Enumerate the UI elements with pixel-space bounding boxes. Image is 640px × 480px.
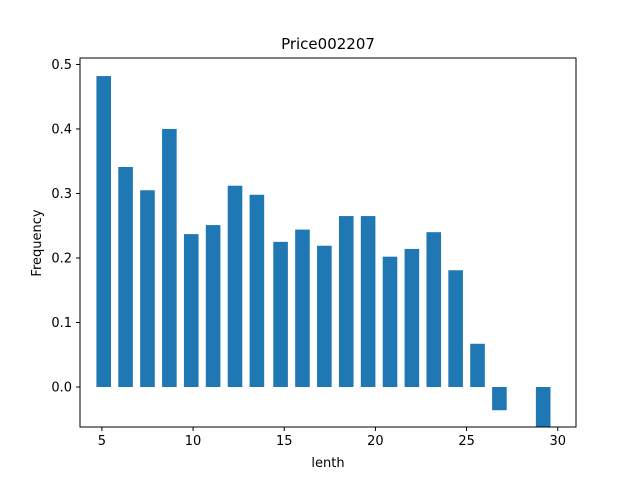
bar (118, 167, 133, 387)
bar (96, 76, 111, 387)
plot-frame (79, 57, 577, 428)
bar (249, 194, 265, 387)
bar (448, 270, 463, 387)
bar (404, 248, 420, 387)
x-axis: 5 10 15 20 25 30 (98, 427, 566, 449)
bar (426, 232, 442, 388)
bar (470, 343, 485, 387)
x-axis-title: lenth (311, 456, 344, 471)
y-tick-label: 0.2 (51, 251, 72, 266)
y-tick-label: 0.3 (51, 187, 72, 202)
y-tick-label: 0.1 (51, 316, 72, 331)
bar (140, 190, 155, 388)
y-tick-label: 0.4 (51, 122, 72, 137)
bar (205, 225, 221, 387)
bar (227, 185, 243, 387)
bar (273, 241, 288, 387)
bar (317, 245, 332, 388)
y-axis: 0.0 0.1 0.2 0.3 0.4 0.5 (51, 58, 80, 396)
x-tick-label: 5 (98, 434, 106, 449)
bar (295, 229, 310, 388)
bar (360, 216, 376, 387)
x-tick-label: 25 (458, 434, 475, 449)
bar (535, 387, 551, 427)
bar (382, 256, 398, 387)
x-tick-label: 30 (549, 434, 566, 449)
y-tick-label: 0.0 (51, 381, 72, 396)
x-tick-label: 10 (185, 434, 202, 449)
bar (162, 128, 177, 387)
bars-group (96, 76, 551, 427)
bar (492, 387, 507, 411)
y-tick-label: 0.5 (51, 58, 72, 73)
bar (183, 234, 199, 387)
x-tick-label: 15 (276, 434, 293, 449)
chart-title: Price002207 (281, 35, 375, 53)
bar (338, 216, 354, 387)
y-axis-title: Frequency (30, 209, 45, 276)
x-tick-label: 20 (367, 434, 384, 449)
